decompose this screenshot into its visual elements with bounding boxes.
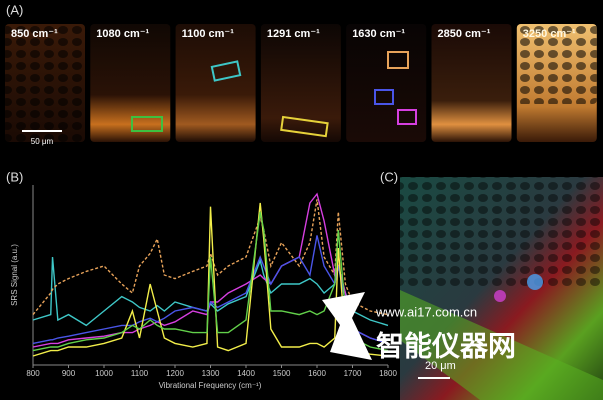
x-tick-label: 800 — [26, 369, 40, 378]
tile-label: 1630 cm⁻¹ — [352, 28, 405, 40]
tile-texture — [5, 24, 85, 142]
scale-bar-label: 50 μm — [31, 137, 54, 146]
scale-bar-label: 20 μm — [425, 360, 456, 372]
image-blob — [494, 290, 506, 302]
x-tick-label: 1400 — [237, 369, 255, 378]
tile-image — [90, 24, 171, 142]
panel-label: (A) — [6, 2, 23, 17]
roi-box — [387, 51, 409, 69]
tile-image — [175, 24, 256, 142]
x-tick-label: 1800 — [379, 369, 397, 378]
x-tick-label: 1300 — [202, 369, 220, 378]
spectrum-line — [32, 202, 389, 357]
roi-box — [280, 115, 329, 138]
image-texture — [400, 177, 603, 287]
x-tick-label: 900 — [62, 369, 76, 378]
tile-image — [346, 24, 427, 142]
panel-label: (B) — [6, 169, 23, 184]
x-tick-label: 1200 — [166, 369, 184, 378]
image-band — [400, 290, 603, 400]
x-axis-label: Vibrational Frequency (cm⁻¹) — [159, 381, 262, 390]
tile-image — [260, 24, 341, 142]
x-tick-label: 1600 — [308, 369, 326, 378]
tile-row: 850 cm⁻¹ 1080 cm⁻¹ 1100 cm⁻¹ 1291 cm⁻¹ 1630 … — [5, 24, 597, 142]
x-tick-label: 1500 — [273, 369, 291, 378]
roi-box — [397, 109, 417, 125]
tile-label: 3250 cm⁻¹ — [523, 28, 576, 40]
tile-label: 1080 cm⁻¹ — [96, 28, 149, 40]
tile-label: 850 cm⁻¹ — [11, 28, 58, 40]
watermark-url: www.ai17.com.cn — [375, 304, 477, 319]
spectrum-line — [32, 211, 389, 352]
x-tick-label: 1100 — [131, 369, 149, 378]
spectrum-line — [32, 256, 389, 327]
image-blob — [527, 274, 543, 290]
tile-texture — [516, 24, 597, 104]
panel-label: (C) — [380, 169, 398, 184]
roi-box — [210, 60, 242, 82]
tile-label: 2850 cm⁻¹ — [438, 28, 491, 40]
watermark-name: 智能仪器网 — [376, 330, 516, 361]
roi-box — [131, 116, 163, 132]
tile-label: 1291 cm⁻¹ — [267, 28, 320, 40]
watermark-logo — [322, 292, 372, 360]
plot: 800 900 1000 1100 1200 1300 1400 1500 1600 1700 18… — [26, 185, 397, 378]
spectrum-line — [32, 235, 389, 345]
tile-image — [431, 24, 512, 142]
y-axis-label: SRS Signal (a.u.) — [10, 244, 19, 306]
roi-box — [374, 89, 394, 105]
tile-label: 1100 cm⁻¹ — [182, 28, 235, 40]
x-tick-label: 1700 — [344, 369, 362, 378]
x-tick-label: 1000 — [95, 369, 113, 378]
